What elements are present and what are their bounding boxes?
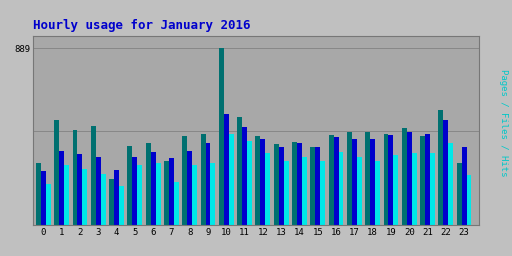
Bar <box>315 146 320 225</box>
Bar <box>169 158 174 225</box>
Bar <box>265 154 270 225</box>
Bar <box>443 120 449 225</box>
Bar <box>64 165 69 225</box>
Bar <box>370 138 375 225</box>
Bar <box>357 157 362 225</box>
Bar <box>393 155 398 225</box>
Bar <box>137 165 142 225</box>
Bar <box>201 134 205 225</box>
Bar <box>91 126 96 225</box>
Bar <box>333 136 338 225</box>
Bar <box>247 141 252 225</box>
Bar <box>297 143 302 225</box>
Bar <box>302 157 307 225</box>
Bar <box>151 153 156 225</box>
Bar <box>457 164 462 225</box>
Bar <box>383 134 389 225</box>
Bar <box>420 135 425 225</box>
Bar <box>146 143 151 225</box>
Bar <box>412 154 417 225</box>
Bar <box>73 130 77 225</box>
Bar <box>96 157 101 225</box>
Bar <box>242 126 247 225</box>
Bar <box>119 186 124 225</box>
Bar <box>430 154 435 225</box>
Bar <box>279 146 284 225</box>
Bar <box>219 48 224 225</box>
Bar <box>284 162 289 225</box>
Bar <box>338 153 344 225</box>
Bar <box>82 169 88 225</box>
Bar <box>77 154 82 225</box>
Bar <box>109 179 114 225</box>
Bar <box>274 144 279 225</box>
Bar <box>182 135 187 225</box>
Bar <box>224 114 229 225</box>
Bar <box>407 132 412 225</box>
Bar <box>462 146 466 225</box>
Bar <box>41 172 46 225</box>
Bar <box>229 134 233 225</box>
Bar <box>438 110 443 225</box>
Bar <box>46 184 51 225</box>
Bar <box>114 170 119 225</box>
Bar <box>132 157 137 225</box>
Bar <box>164 162 169 225</box>
Bar <box>101 174 105 225</box>
Bar <box>375 162 380 225</box>
Bar <box>466 175 472 225</box>
Bar <box>310 146 315 225</box>
Bar <box>210 164 216 225</box>
Bar <box>192 165 197 225</box>
Bar <box>187 151 192 225</box>
Bar <box>59 151 64 225</box>
Bar <box>205 143 210 225</box>
Bar <box>320 162 325 225</box>
Bar <box>352 138 357 225</box>
Bar <box>365 132 370 225</box>
Bar <box>156 164 160 225</box>
Bar <box>329 135 333 225</box>
Bar <box>292 142 297 225</box>
Text: Pages / Files / Hits: Pages / Files / Hits <box>499 69 508 177</box>
Bar <box>347 132 352 225</box>
Bar <box>425 134 430 225</box>
Bar <box>36 164 41 225</box>
Bar <box>54 120 59 225</box>
Bar <box>449 143 453 225</box>
Bar <box>174 183 179 225</box>
Bar <box>261 138 265 225</box>
Bar <box>237 116 242 225</box>
Bar <box>402 127 407 225</box>
Bar <box>255 135 261 225</box>
Text: Hourly usage for January 2016: Hourly usage for January 2016 <box>33 19 251 32</box>
Bar <box>127 145 132 225</box>
Bar <box>389 135 393 225</box>
